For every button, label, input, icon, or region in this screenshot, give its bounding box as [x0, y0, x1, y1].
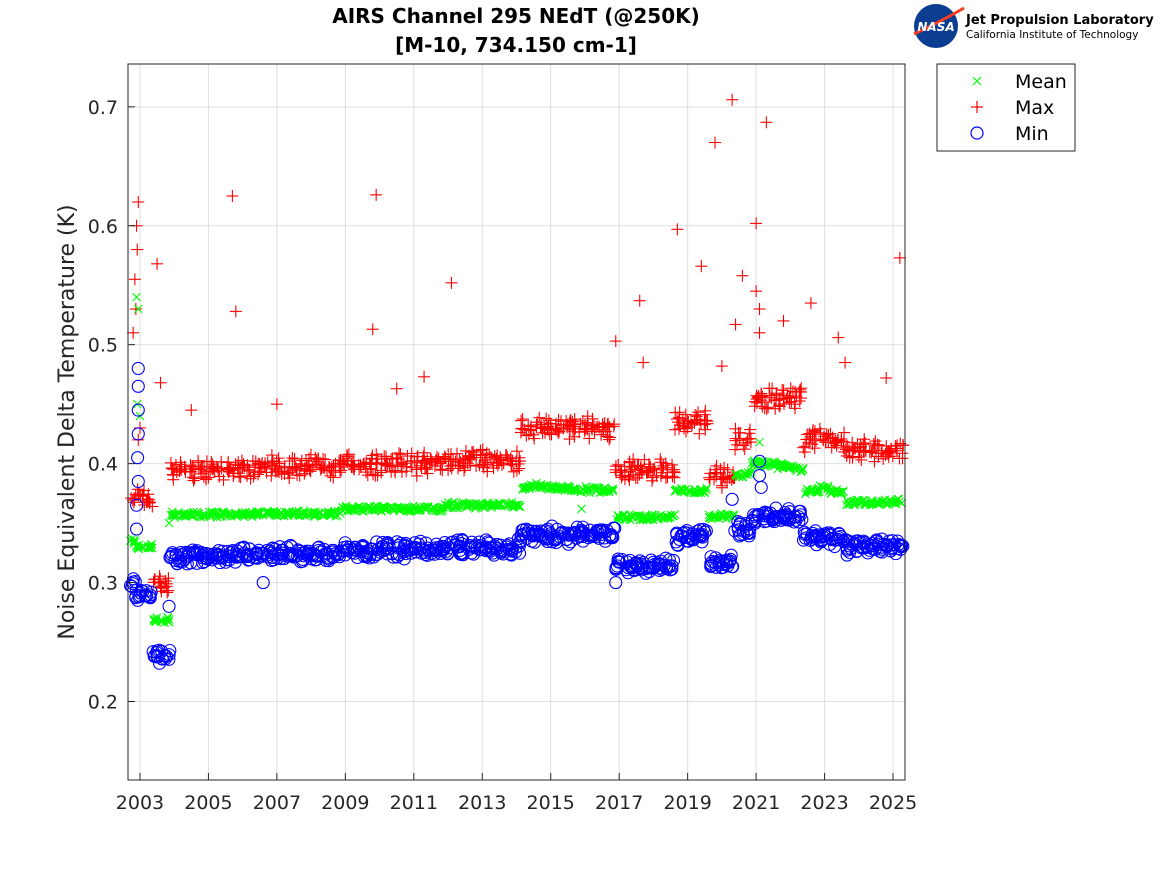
x-tick-label: 2017: [595, 792, 643, 814]
legend: Mean Max Min: [937, 64, 1075, 151]
x-tick-label: 2007: [253, 792, 301, 814]
jpl-subtitle: California Institute of Technology: [966, 29, 1138, 41]
nasa-logo-text: NASA: [917, 20, 954, 34]
x-tick-label: 2015: [527, 792, 575, 814]
x-tick-label: 2013: [458, 792, 506, 814]
chart-title-line2: [M-10, 734.150 cm-1]: [395, 33, 637, 57]
y-axis-label: Noise Equivalent Delta Temperature (K): [55, 204, 80, 639]
legend-label-min: Min: [1015, 123, 1049, 145]
y-tick-label: 0.3: [88, 573, 118, 595]
jpl-name: Jet Propulsion Laboratory: [965, 13, 1154, 28]
y-tick-label: 0.7: [88, 97, 118, 119]
x-tick-label: 2021: [732, 792, 780, 814]
x-tick-label: 2019: [663, 792, 711, 814]
legend-label-mean: Mean: [1015, 71, 1067, 93]
chart-title-line1: AIRS Channel 295 NEdT (@250K): [332, 4, 700, 28]
y-tick-label: 0.4: [88, 454, 118, 476]
x-tick-label: 2011: [390, 792, 438, 814]
x-tick-label: 2023: [800, 792, 848, 814]
y-tick-label: 0.5: [88, 335, 118, 357]
x-tick-label: 2003: [116, 792, 164, 814]
legend-label-max: Max: [1015, 97, 1054, 119]
y-tick-label: 0.2: [88, 692, 118, 714]
x-tick-label: 2025: [869, 792, 917, 814]
y-tick-label: 0.6: [88, 216, 118, 238]
x-tick-label: 2005: [184, 792, 232, 814]
x-tick-label: 2009: [321, 792, 369, 814]
